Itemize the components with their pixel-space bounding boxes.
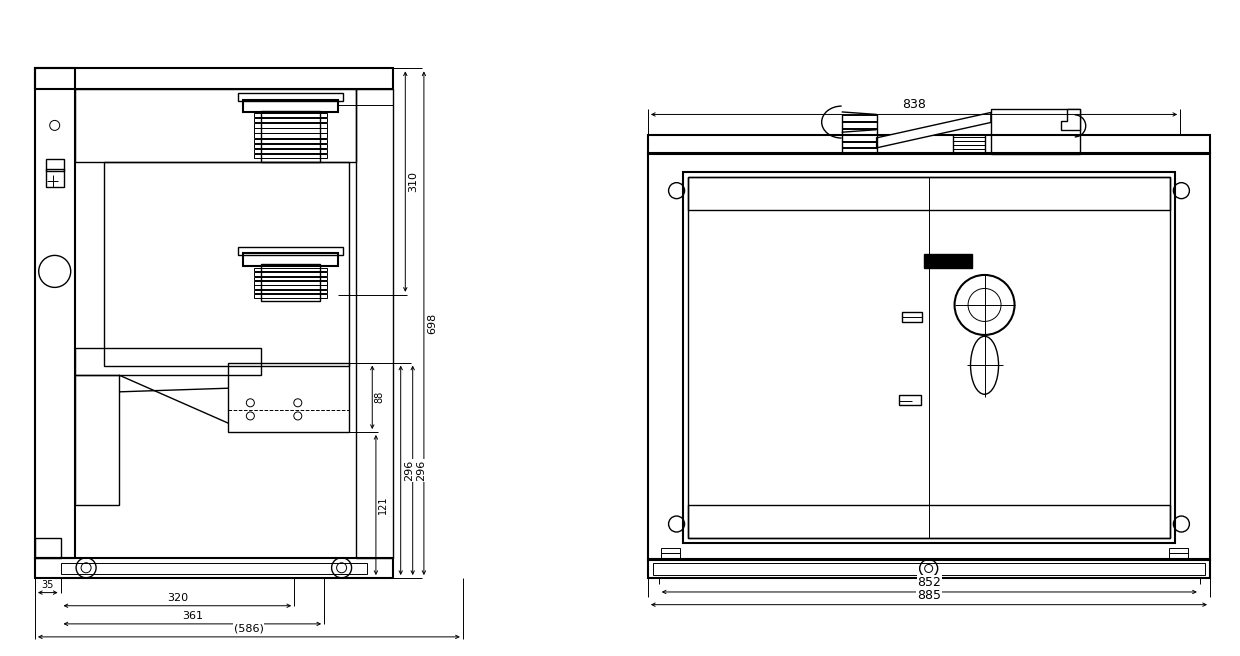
Bar xyxy=(356,89,393,558)
Bar xyxy=(842,129,877,134)
Polygon shape xyxy=(877,112,991,148)
Bar xyxy=(35,538,61,558)
Bar xyxy=(46,169,64,188)
Bar xyxy=(254,144,327,148)
Bar xyxy=(254,272,327,276)
Text: 296: 296 xyxy=(404,460,414,481)
Text: 838: 838 xyxy=(903,98,926,112)
Bar xyxy=(238,247,343,255)
Bar xyxy=(952,138,985,141)
Bar xyxy=(76,89,356,162)
Bar xyxy=(661,548,680,552)
Text: 698: 698 xyxy=(427,313,436,334)
Text: 320: 320 xyxy=(167,593,188,603)
Bar xyxy=(254,138,327,143)
Text: 361: 361 xyxy=(182,611,203,621)
Bar xyxy=(262,264,320,300)
Polygon shape xyxy=(1060,110,1080,131)
Bar xyxy=(104,162,348,366)
Bar xyxy=(952,141,985,145)
Bar xyxy=(254,277,327,280)
Bar xyxy=(262,111,320,162)
Bar xyxy=(61,564,367,573)
Bar xyxy=(254,290,327,293)
Bar xyxy=(842,142,877,147)
Bar xyxy=(649,134,1210,154)
Bar xyxy=(254,149,327,153)
Bar xyxy=(649,153,1210,560)
Bar xyxy=(254,113,327,117)
Bar xyxy=(683,172,1176,543)
Bar xyxy=(688,176,1171,210)
Bar xyxy=(1168,552,1188,560)
Bar xyxy=(842,148,877,154)
Bar xyxy=(35,68,393,89)
Bar xyxy=(254,118,327,123)
Bar xyxy=(76,375,119,505)
Bar xyxy=(952,149,985,153)
Bar xyxy=(254,123,327,127)
Text: 121: 121 xyxy=(378,496,388,514)
Bar xyxy=(952,145,985,149)
Text: 885: 885 xyxy=(918,588,941,602)
Text: 310: 310 xyxy=(408,171,418,192)
Bar xyxy=(661,552,680,560)
Bar xyxy=(254,285,327,289)
Text: 35: 35 xyxy=(42,580,55,590)
Bar xyxy=(254,129,327,133)
Bar xyxy=(243,253,339,266)
Bar xyxy=(228,363,348,432)
Bar xyxy=(924,254,972,268)
Bar xyxy=(901,312,923,322)
Bar xyxy=(899,395,921,405)
Text: 88: 88 xyxy=(374,391,384,403)
Bar xyxy=(35,558,393,578)
Text: (586): (586) xyxy=(234,624,264,634)
Bar xyxy=(653,564,1205,575)
Text: 296: 296 xyxy=(415,460,425,481)
Bar xyxy=(649,559,1210,578)
Text: 852: 852 xyxy=(918,576,941,589)
Bar xyxy=(76,348,262,375)
Bar xyxy=(688,505,1171,538)
Bar xyxy=(243,100,339,112)
Bar xyxy=(1168,548,1188,552)
Bar xyxy=(254,281,327,285)
Bar xyxy=(842,122,877,127)
Bar xyxy=(254,268,327,272)
Bar xyxy=(238,92,343,101)
Bar xyxy=(842,135,877,140)
Bar xyxy=(991,110,1080,154)
Bar xyxy=(688,176,1171,538)
Bar xyxy=(254,294,327,298)
Bar xyxy=(46,159,64,171)
Bar xyxy=(842,115,877,121)
Bar xyxy=(952,134,985,137)
Bar xyxy=(254,133,327,138)
Bar xyxy=(35,68,76,558)
Bar xyxy=(254,154,327,158)
